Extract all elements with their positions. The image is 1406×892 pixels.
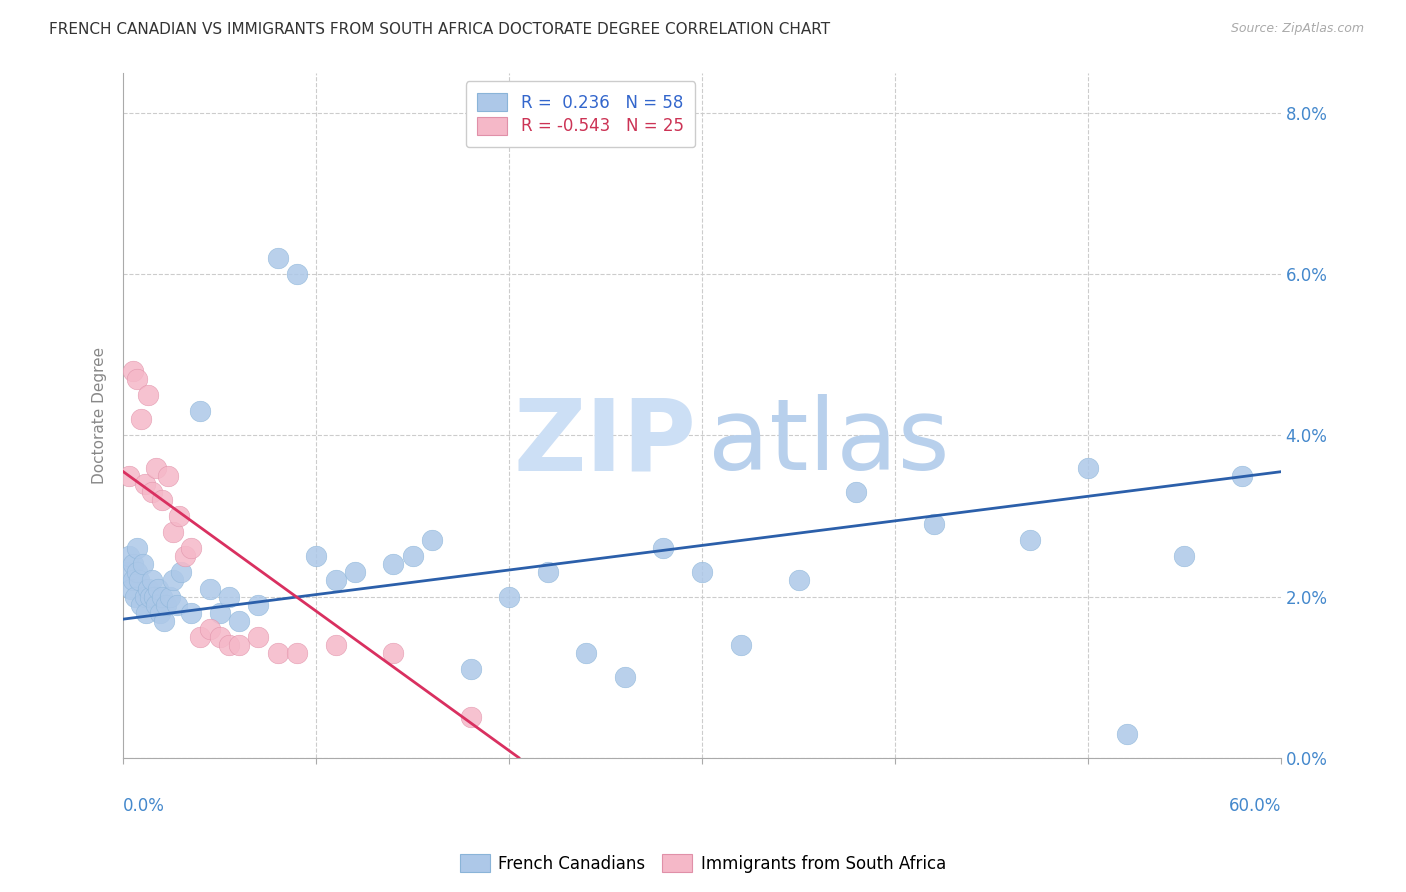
Point: [143, 590, 166, 604]
Point: [537, 566, 560, 580]
Point: [228, 638, 250, 652]
Point: [128, 574, 150, 588]
Point: [285, 646, 308, 660]
Text: atlas: atlas: [707, 394, 949, 491]
Point: [146, 582, 169, 596]
Point: [124, 590, 146, 604]
Text: ZIP: ZIP: [513, 394, 696, 491]
Point: [922, 517, 945, 532]
Point: [730, 638, 752, 652]
Point: [125, 372, 148, 386]
Point: [138, 388, 160, 402]
Point: [208, 606, 231, 620]
Point: [266, 646, 288, 660]
Point: [129, 412, 152, 426]
Point: [118, 549, 141, 564]
Point: [1019, 533, 1042, 548]
Point: [131, 558, 153, 572]
Point: [118, 468, 141, 483]
Point: [845, 484, 868, 499]
Point: [166, 598, 188, 612]
Point: [150, 590, 173, 604]
Text: 0.0%: 0.0%: [124, 797, 165, 814]
Point: [1173, 549, 1195, 564]
Text: FRENCH CANADIAN VS IMMIGRANTS FROM SOUTH AFRICA DOCTORATE DEGREE CORRELATION CHA: FRENCH CANADIAN VS IMMIGRANTS FROM SOUTH…: [49, 22, 831, 37]
Point: [156, 468, 179, 483]
Point: [145, 460, 167, 475]
Point: [174, 549, 197, 564]
Text: Source: ZipAtlas.com: Source: ZipAtlas.com: [1230, 22, 1364, 36]
Point: [120, 582, 142, 596]
Point: [1232, 468, 1254, 483]
Point: [145, 598, 167, 612]
Point: [325, 574, 347, 588]
Point: [135, 606, 157, 620]
Point: [139, 590, 162, 604]
Point: [498, 590, 520, 604]
Point: [122, 364, 145, 378]
Point: [343, 566, 366, 580]
Point: [141, 574, 163, 588]
Point: [266, 252, 288, 266]
Point: [325, 638, 347, 652]
Legend: French Canadians, Immigrants from South Africa: French Canadians, Immigrants from South …: [454, 847, 952, 880]
Point: [134, 476, 156, 491]
Point: [208, 630, 231, 644]
Point: [382, 558, 405, 572]
Point: [613, 670, 636, 684]
Point: [575, 646, 598, 660]
Point: [149, 606, 172, 620]
Point: [787, 574, 810, 588]
Point: [190, 630, 212, 644]
Point: [138, 582, 160, 596]
Point: [122, 574, 145, 588]
Point: [141, 484, 163, 499]
Point: [125, 566, 148, 580]
Point: [170, 566, 193, 580]
Point: [460, 662, 482, 676]
Text: 60.0%: 60.0%: [1229, 797, 1281, 814]
Point: [125, 541, 148, 556]
Point: [150, 492, 173, 507]
Point: [198, 582, 221, 596]
Point: [122, 558, 145, 572]
Point: [218, 638, 240, 652]
Point: [652, 541, 675, 556]
Legend: R =  0.236   N = 58, R = -0.543   N = 25: R = 0.236 N = 58, R = -0.543 N = 25: [465, 81, 696, 147]
Point: [180, 606, 202, 620]
Point: [162, 574, 184, 588]
Point: [420, 533, 443, 548]
Point: [198, 622, 221, 636]
Point: [460, 710, 482, 724]
Point: [180, 541, 202, 556]
Point: [159, 590, 181, 604]
Point: [162, 525, 184, 540]
Point: [167, 508, 190, 523]
Point: [285, 268, 308, 282]
Point: [402, 549, 425, 564]
Point: [690, 566, 713, 580]
Point: [382, 646, 405, 660]
Point: [134, 590, 156, 604]
Point: [305, 549, 328, 564]
Point: [153, 614, 176, 628]
Point: [1115, 726, 1137, 740]
Point: [1077, 460, 1099, 475]
Point: [115, 566, 138, 580]
Point: [129, 598, 152, 612]
Point: [218, 590, 240, 604]
Point: [247, 598, 270, 612]
Point: [228, 614, 250, 628]
Point: [247, 630, 270, 644]
Point: [190, 404, 212, 418]
Y-axis label: Doctorate Degree: Doctorate Degree: [93, 347, 107, 483]
Point: [155, 598, 177, 612]
